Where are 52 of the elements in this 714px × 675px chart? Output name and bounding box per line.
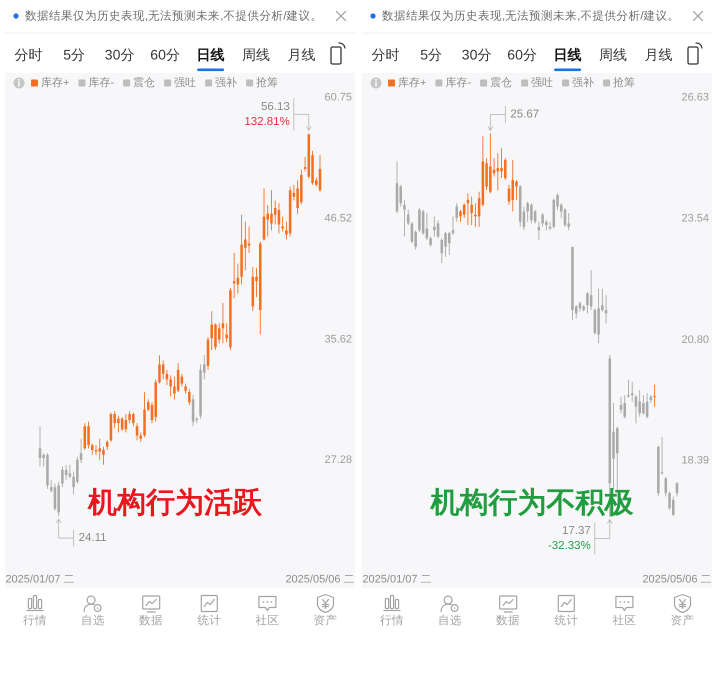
legend: 库存+ 库存- 震仓 强吐 强补 抢筹 <box>388 77 636 89</box>
text: 数据 <box>496 614 520 627</box>
text: 日线 <box>554 46 582 62</box>
annotation: 132.81% <box>244 116 290 128</box>
text: 自选 <box>81 614 106 627</box>
text: 社区 <box>612 614 636 627</box>
y-tick-label: 23.54 <box>681 212 709 224</box>
text: 资产 <box>314 613 338 627</box>
text: 统计 <box>197 613 222 627</box>
annotation: 56.13 <box>261 100 290 113</box>
text: 5分 <box>63 46 85 62</box>
annotation: 24.11 <box>78 532 107 544</box>
y-tick-label: 18.39 <box>681 454 709 467</box>
text: 数据结果仅为历史表现,无法预测未来,不提供分析/建议。 <box>382 8 680 22</box>
annotation: 机构行为活跃 <box>87 487 263 519</box>
text: 60分 <box>150 46 180 62</box>
legend: 库存+ 库存- 震仓 强吐 强补 抢筹 <box>31 77 278 89</box>
y-tick-label: 46.52 <box>324 212 352 224</box>
text: 行情 <box>380 614 404 627</box>
x-tick-label: 2025/05/06 二 <box>642 574 712 586</box>
text: 资产 <box>670 613 694 627</box>
text: 月线 <box>644 46 673 62</box>
text: 周线 <box>242 46 270 62</box>
text: 分时 <box>14 46 43 62</box>
text: 行情 <box>23 614 47 627</box>
text: 数据结果仅为历史表现,无法预测未来,不提供分析/建议。 <box>25 8 323 22</box>
text: 30分 <box>104 46 134 62</box>
text: 60分 <box>507 46 537 62</box>
text: 日线 <box>196 46 225 62</box>
text: 统计 <box>554 613 578 627</box>
y-tick-label: 26.63 <box>681 92 709 104</box>
x-tick-label: 2025/01/07 二 <box>362 574 432 586</box>
annotation: 17.37 <box>562 525 591 538</box>
text: 5分 <box>420 46 442 62</box>
text: 数据 <box>139 614 164 627</box>
x-tick-label: 2025/05/06 二 <box>285 574 355 586</box>
annotation: -32.33% <box>548 540 591 552</box>
annotation: 机构行为不积极 <box>430 487 634 519</box>
y-tick-label: 20.80 <box>681 334 709 346</box>
text: 社区 <box>255 614 280 627</box>
x-tick-label: 2025/01/07 二 <box>5 574 75 586</box>
y-tick-label: 35.62 <box>324 333 352 346</box>
y-tick-label: 60.75 <box>324 92 352 104</box>
text: 周线 <box>599 46 628 62</box>
legend-label: 库存+ <box>398 76 426 89</box>
text: 分时 <box>372 46 400 62</box>
legend-label: 库存+ <box>41 76 70 89</box>
text: 自选 <box>438 614 462 627</box>
annotation: 25.67 <box>510 108 540 121</box>
text: 月线 <box>288 46 316 62</box>
y-tick-label: 27.28 <box>324 454 352 466</box>
text: 30分 <box>462 46 492 62</box>
